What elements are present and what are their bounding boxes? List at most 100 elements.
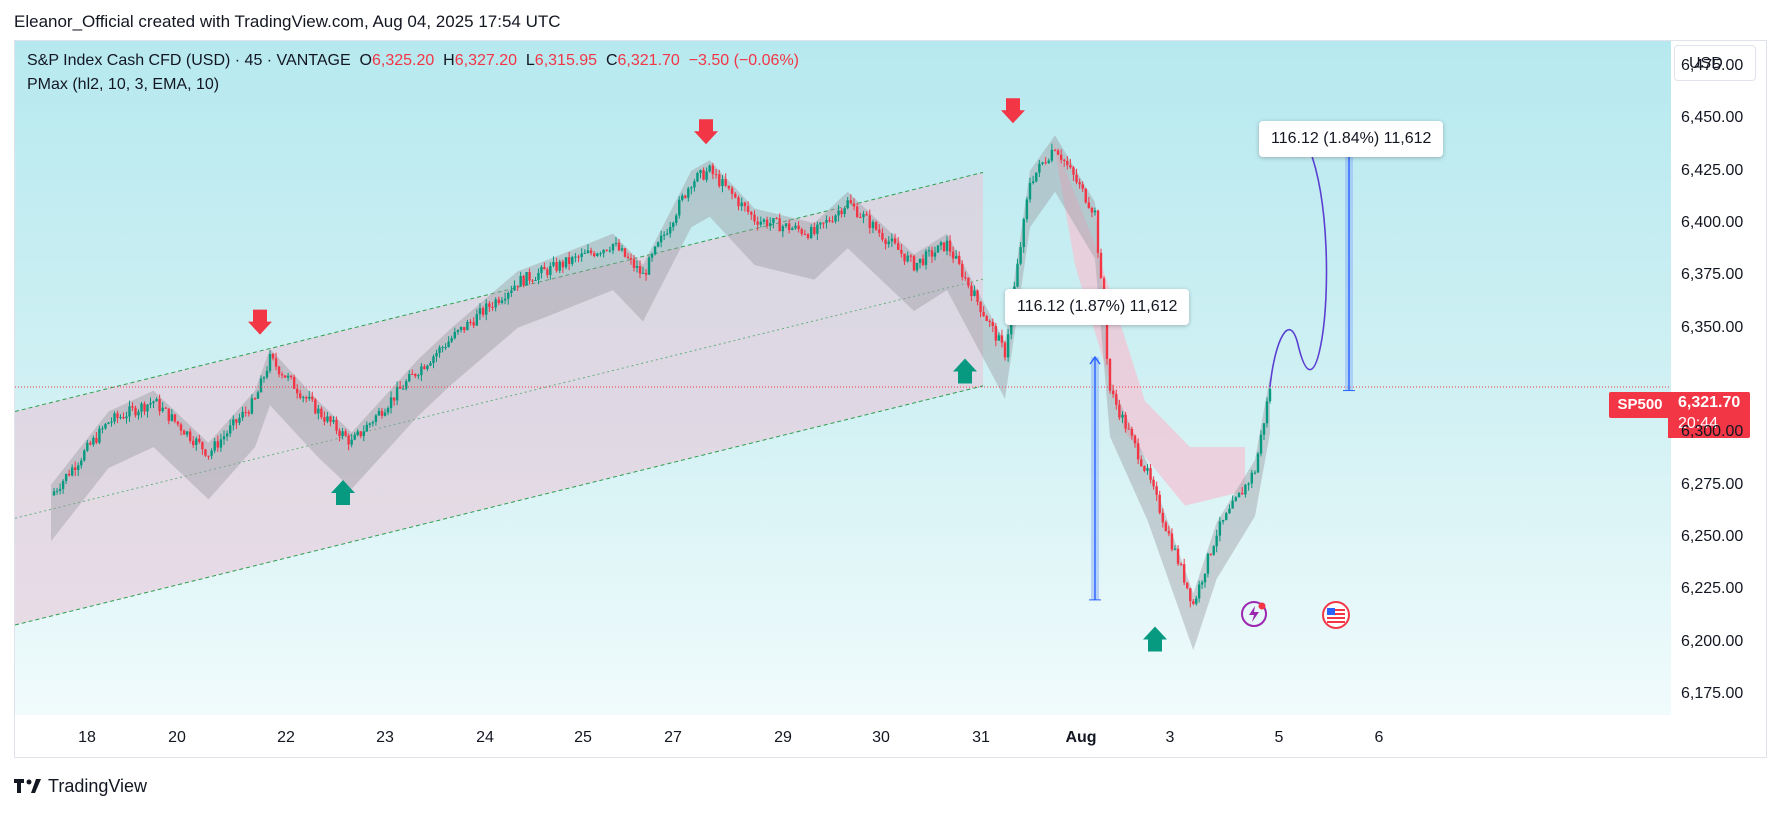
low-value: 6,315.95 <box>534 52 598 69</box>
candle-body <box>580 253 583 258</box>
candle-body <box>1072 167 1075 175</box>
candle-body <box>95 437 98 443</box>
footer-brand[interactable]: TradingView <box>14 776 147 797</box>
candle-body <box>176 421 180 425</box>
candle-body <box>1105 319 1109 359</box>
candle-body <box>985 316 988 322</box>
candle-body <box>552 262 555 266</box>
candle-body <box>979 301 982 313</box>
candle-body <box>1124 414 1127 429</box>
candle-body <box>283 375 287 378</box>
candle-body <box>229 425 232 434</box>
candle-body <box>353 434 356 440</box>
candle-body <box>516 285 519 287</box>
candle-body <box>522 275 525 286</box>
candle-body <box>1118 404 1121 418</box>
candle-body <box>450 338 453 342</box>
candle-body <box>338 430 341 437</box>
measure-bar-past-arrow <box>1089 355 1101 365</box>
candle-body <box>411 373 414 375</box>
chart-frame: S&P Index Cash CFD (USD) · 45 · VANTAGE … <box>14 40 1767 758</box>
candle-body <box>149 402 152 405</box>
candle-body <box>976 290 979 302</box>
candle-body <box>466 321 469 331</box>
candle-body <box>395 386 399 401</box>
open-label: O <box>359 52 372 69</box>
candle-body <box>930 250 934 257</box>
candle-body <box>1000 335 1004 343</box>
candle-body <box>262 377 266 379</box>
candle-body <box>494 299 497 308</box>
us-economic-event-icon[interactable] <box>1321 600 1351 630</box>
candle-body <box>887 241 890 245</box>
time-axis-tick: 31 <box>972 729 990 746</box>
candle-body <box>909 255 913 257</box>
candle-body <box>852 203 856 207</box>
candle-body <box>1140 459 1143 467</box>
measure-label-past[interactable]: 116.12 (1.87%) 11,612 <box>1005 289 1190 325</box>
candle-body <box>341 431 344 437</box>
candle-body <box>1090 207 1094 213</box>
indicator-legend-pmax[interactable]: PMax (hl2, 10, 3, EMA, 10) <box>27 76 220 93</box>
price-scale[interactable] <box>1671 41 1766 715</box>
candle-body <box>204 449 207 456</box>
candle-body <box>800 229 803 234</box>
candle-body <box>1078 182 1081 185</box>
candle-body <box>289 375 293 378</box>
candle-body <box>1247 483 1250 485</box>
channel-fill <box>15 172 983 625</box>
candle-body <box>967 277 970 286</box>
candle-body <box>948 240 952 252</box>
candle-body <box>1019 247 1022 264</box>
candle-body <box>1164 522 1168 532</box>
symbol-description[interactable]: S&P Index Cash CFD (USD) · 45 · VANTAGE <box>27 52 351 69</box>
candle-body <box>1022 219 1025 248</box>
candle-body <box>849 200 853 204</box>
candle-body <box>1197 584 1201 599</box>
candle-body <box>137 411 140 416</box>
candle-body <box>67 473 71 476</box>
candle-body <box>862 214 865 218</box>
candle-body <box>734 193 737 198</box>
candle-body <box>131 406 134 408</box>
candle-body <box>356 431 359 435</box>
time-scale[interactable] <box>15 715 1766 757</box>
price-axis-tick: 6,375.00 <box>1681 266 1744 284</box>
candle-body <box>335 419 338 431</box>
candle-body <box>1075 174 1078 183</box>
candle-body <box>392 397 396 401</box>
chart-canvas[interactable] <box>15 41 1767 758</box>
candle-body <box>308 396 311 399</box>
candle-body <box>878 229 881 234</box>
candle-body <box>280 374 284 376</box>
candle-body <box>401 388 405 390</box>
candle-body <box>478 308 482 315</box>
currency-button[interactable]: USD <box>1674 45 1756 81</box>
candle-body <box>1209 553 1213 555</box>
candle-body <box>1179 563 1183 565</box>
candle-body <box>420 366 423 376</box>
candle-body <box>503 298 507 301</box>
candle-body <box>871 222 875 229</box>
price-axis-tick: 6,350.00 <box>1681 318 1744 336</box>
candle-body <box>61 480 65 489</box>
candle-body <box>207 455 210 457</box>
candle-body <box>665 233 669 235</box>
candle-body <box>323 417 326 422</box>
candle-body <box>182 430 186 435</box>
candle-body <box>1093 210 1097 213</box>
measure-label-projection[interactable]: 116.12 (1.84%) 11,612 <box>1259 121 1444 157</box>
candle-body <box>488 303 491 308</box>
candle-body <box>825 219 828 223</box>
time-axis-tick: 18 <box>78 729 96 746</box>
candle-body <box>128 406 131 417</box>
candle-body <box>1063 159 1066 161</box>
candle-body <box>762 219 766 222</box>
candle-body <box>638 265 642 274</box>
candle-body <box>921 258 925 265</box>
flash-event-icon[interactable] <box>1239 599 1269 629</box>
candle-body <box>170 414 174 421</box>
candle-body <box>116 413 119 418</box>
candle-body <box>933 252 937 257</box>
candle-body <box>577 256 580 258</box>
